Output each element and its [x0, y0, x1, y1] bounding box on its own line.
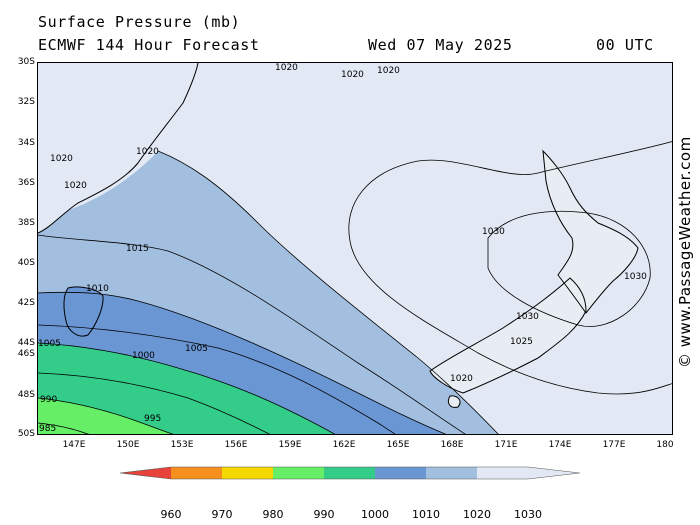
isobar-label: 1000: [132, 351, 155, 361]
isobar-1010: [38, 291, 447, 434]
lat-label: 48S: [17, 390, 35, 400]
isobar-label: 1020: [50, 154, 73, 164]
isobar-label: 1030: [516, 312, 539, 322]
isobar-label: 1025: [510, 337, 533, 347]
forecast-model: ECMWF 144 Hour Forecast: [38, 36, 260, 54]
isobar-label: 1020: [275, 63, 298, 73]
color-legend: 960 970 980 990 1000 1010 1020 1030: [119, 464, 581, 521]
nz-north-coastline: [542, 149, 639, 314]
isobar-label: 1020: [64, 181, 87, 191]
legend-swatch-1030: [477, 467, 580, 479]
legend-swatch-990: [273, 467, 324, 479]
legend-tick: 990: [313, 508, 335, 521]
isobar-label: 990: [40, 395, 57, 405]
lon-label: 180: [656, 440, 674, 450]
isobar-1005: [38, 324, 396, 434]
isobar-995: [38, 372, 270, 434]
legend-tick: 970: [211, 508, 233, 521]
lon-label: 147E: [62, 440, 86, 450]
isobar-label: 1020: [450, 374, 473, 384]
forecast-time: 00 UTC: [596, 36, 654, 54]
lon-label: 168E: [440, 440, 464, 450]
isobar-1000: [38, 342, 336, 434]
lon-label: 162E: [332, 440, 356, 450]
lat-label: 42S: [17, 298, 35, 308]
australia-coastline: [38, 63, 199, 234]
legend-swatch-970: [171, 467, 222, 479]
isobar-labels: 1020 1020 1020 1020 1020 1020 1015 1010 …: [38, 63, 647, 434]
legend-tick: 1030: [514, 508, 542, 521]
lat-label: 36S: [17, 178, 35, 188]
lon-label: 159E: [278, 440, 302, 450]
isobar-label: 995: [144, 414, 161, 424]
lat-label: 32S: [17, 97, 35, 107]
legend-swatch-1000: [324, 467, 375, 479]
nz-south-island: [430, 278, 586, 393]
lon-label: 177E: [602, 440, 626, 450]
legend-swatch-1020: [426, 467, 477, 479]
nz-south-coastline: [429, 277, 587, 394]
lon-label: 165E: [386, 440, 410, 450]
tasmania-landmass: [63, 286, 104, 337]
lon-label: 156E: [224, 440, 248, 450]
legend-tick: 1000: [361, 508, 389, 521]
lon-label: 150E: [116, 440, 140, 450]
isobar-1030-outer: [348, 141, 672, 395]
legend-tick: 1010: [412, 508, 440, 521]
isobar-990: [38, 397, 174, 434]
isobar-label: 985: [39, 424, 56, 434]
legend-tick: 960: [160, 508, 182, 521]
isobar-985: [38, 422, 89, 434]
australia-landmass: [38, 63, 198, 233]
pressure-map: 1020 1020 1020 1020 1020 1020 1015 1010 …: [37, 62, 673, 435]
lat-label: 44S: [17, 338, 35, 348]
watermark: © www.PassageWeather.com: [676, 136, 694, 368]
nz-north-island: [543, 151, 638, 313]
legend-tick: 980: [262, 508, 284, 521]
isobar-label: 1005: [38, 339, 61, 349]
lat-label: 40S: [17, 258, 35, 268]
isobar-label: 1030: [482, 227, 505, 237]
isobar-1030-inner: [487, 210, 651, 327]
band-below-990: [38, 398, 173, 434]
legend-swatch-960: [120, 467, 171, 479]
isobar-label: 1010: [86, 284, 109, 294]
lat-label: 50S: [17, 429, 35, 439]
isobar-1020: [157, 150, 499, 434]
legend-swatch-980: [222, 467, 273, 479]
isobar-label: 1020: [341, 70, 364, 80]
pressure-map-svg: 1020 1020 1020 1020 1020 1020 1015 1010 …: [38, 63, 672, 434]
legend-tick: 1020: [463, 508, 491, 521]
isobar-lines: [38, 141, 672, 434]
isobar-label: 1020: [136, 147, 159, 157]
lon-label: 174E: [548, 440, 572, 450]
coastlines: [38, 63, 639, 408]
lat-label: 34S: [17, 138, 35, 148]
nz-stewart-island: [448, 395, 461, 408]
forecast-date: Wed 07 May 2025: [368, 36, 513, 54]
stewart-coastline: [447, 395, 461, 408]
band-990-1000: [38, 343, 335, 434]
legend-swatch-1010: [375, 467, 426, 479]
isobar-1015: [38, 234, 466, 434]
band-above-1030: [348, 141, 672, 394]
lon-label: 153E: [170, 440, 194, 450]
isobar-label: 1015: [126, 244, 149, 254]
lat-label: 46S: [17, 349, 35, 359]
map-title: Surface Pressure (mb): [38, 13, 241, 31]
isobar-label: 1020: [377, 66, 400, 76]
lon-label: 171E: [494, 440, 518, 450]
isobar-label: 1030: [624, 272, 647, 282]
isobar-label: 1005: [185, 344, 208, 354]
lat-label: 30S: [17, 57, 35, 67]
legend-bar: [119, 466, 581, 480]
tasmania-coastline: [63, 286, 104, 337]
lat-label: 38S: [17, 218, 35, 228]
